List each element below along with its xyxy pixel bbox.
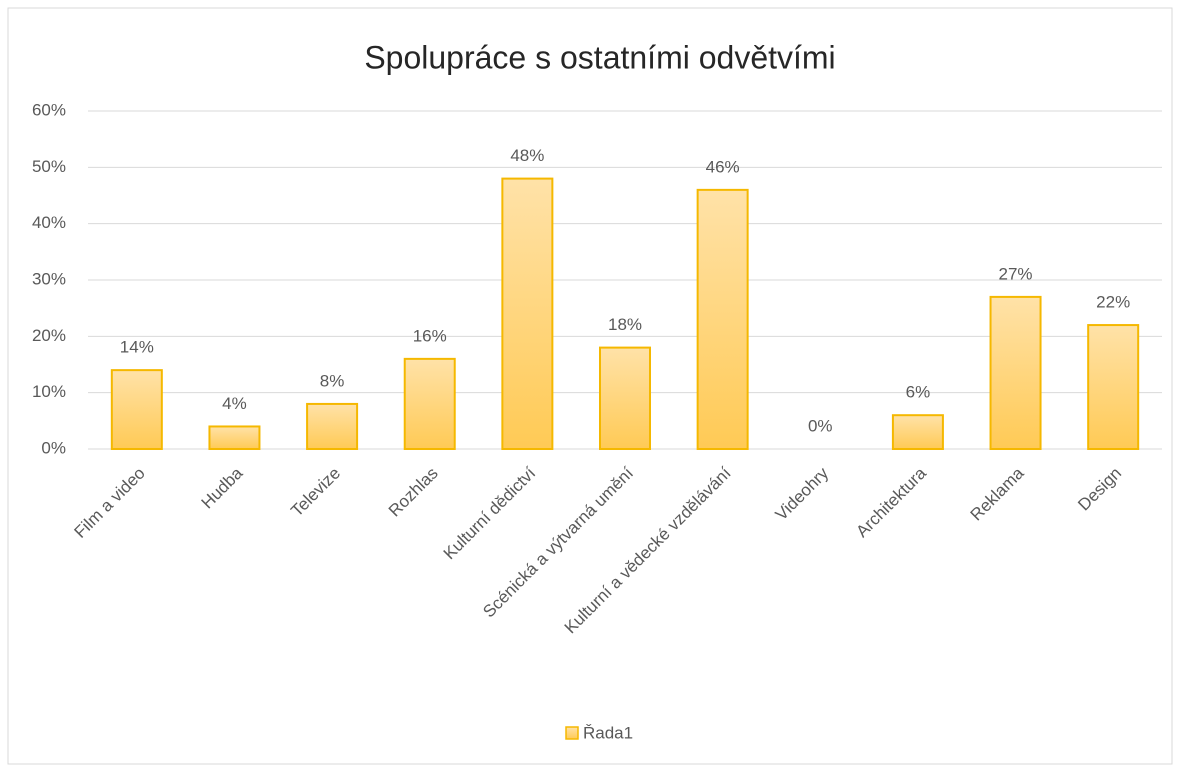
data-label: 6%: [906, 383, 931, 402]
data-label: 22%: [1096, 293, 1130, 312]
y-tick-label: 20%: [32, 326, 66, 345]
legend-label: Řada1: [583, 723, 633, 742]
chart-title: Spolupráce s ostatními odvětvími: [364, 39, 835, 75]
y-tick-label: 50%: [32, 157, 66, 176]
data-label: 27%: [999, 264, 1033, 283]
data-label: 48%: [510, 146, 544, 165]
bar: [989, 295, 1042, 450]
data-label: 0%: [808, 416, 833, 435]
data-label: 14%: [120, 338, 154, 357]
bar: [891, 414, 944, 451]
bar: [501, 177, 554, 450]
y-tick-label: 0%: [41, 438, 66, 457]
data-label: 16%: [413, 326, 447, 345]
y-tick-label: 60%: [32, 100, 66, 119]
bar: [599, 346, 651, 451]
y-tick-label: 10%: [32, 382, 66, 401]
data-label: 4%: [222, 394, 247, 413]
bar: [110, 369, 163, 450]
y-tick-label: 30%: [32, 269, 66, 288]
chart-border: [7, 7, 1173, 765]
legend-swatch: [565, 726, 579, 740]
y-tick-label: 40%: [32, 213, 66, 232]
data-label: 46%: [706, 157, 740, 176]
bar: [208, 425, 261, 451]
bar: [403, 357, 456, 450]
data-label: 18%: [608, 315, 642, 334]
bar: [306, 402, 359, 450]
bar: [696, 188, 749, 450]
bar: [1087, 324, 1140, 451]
data-label: 8%: [320, 371, 345, 390]
